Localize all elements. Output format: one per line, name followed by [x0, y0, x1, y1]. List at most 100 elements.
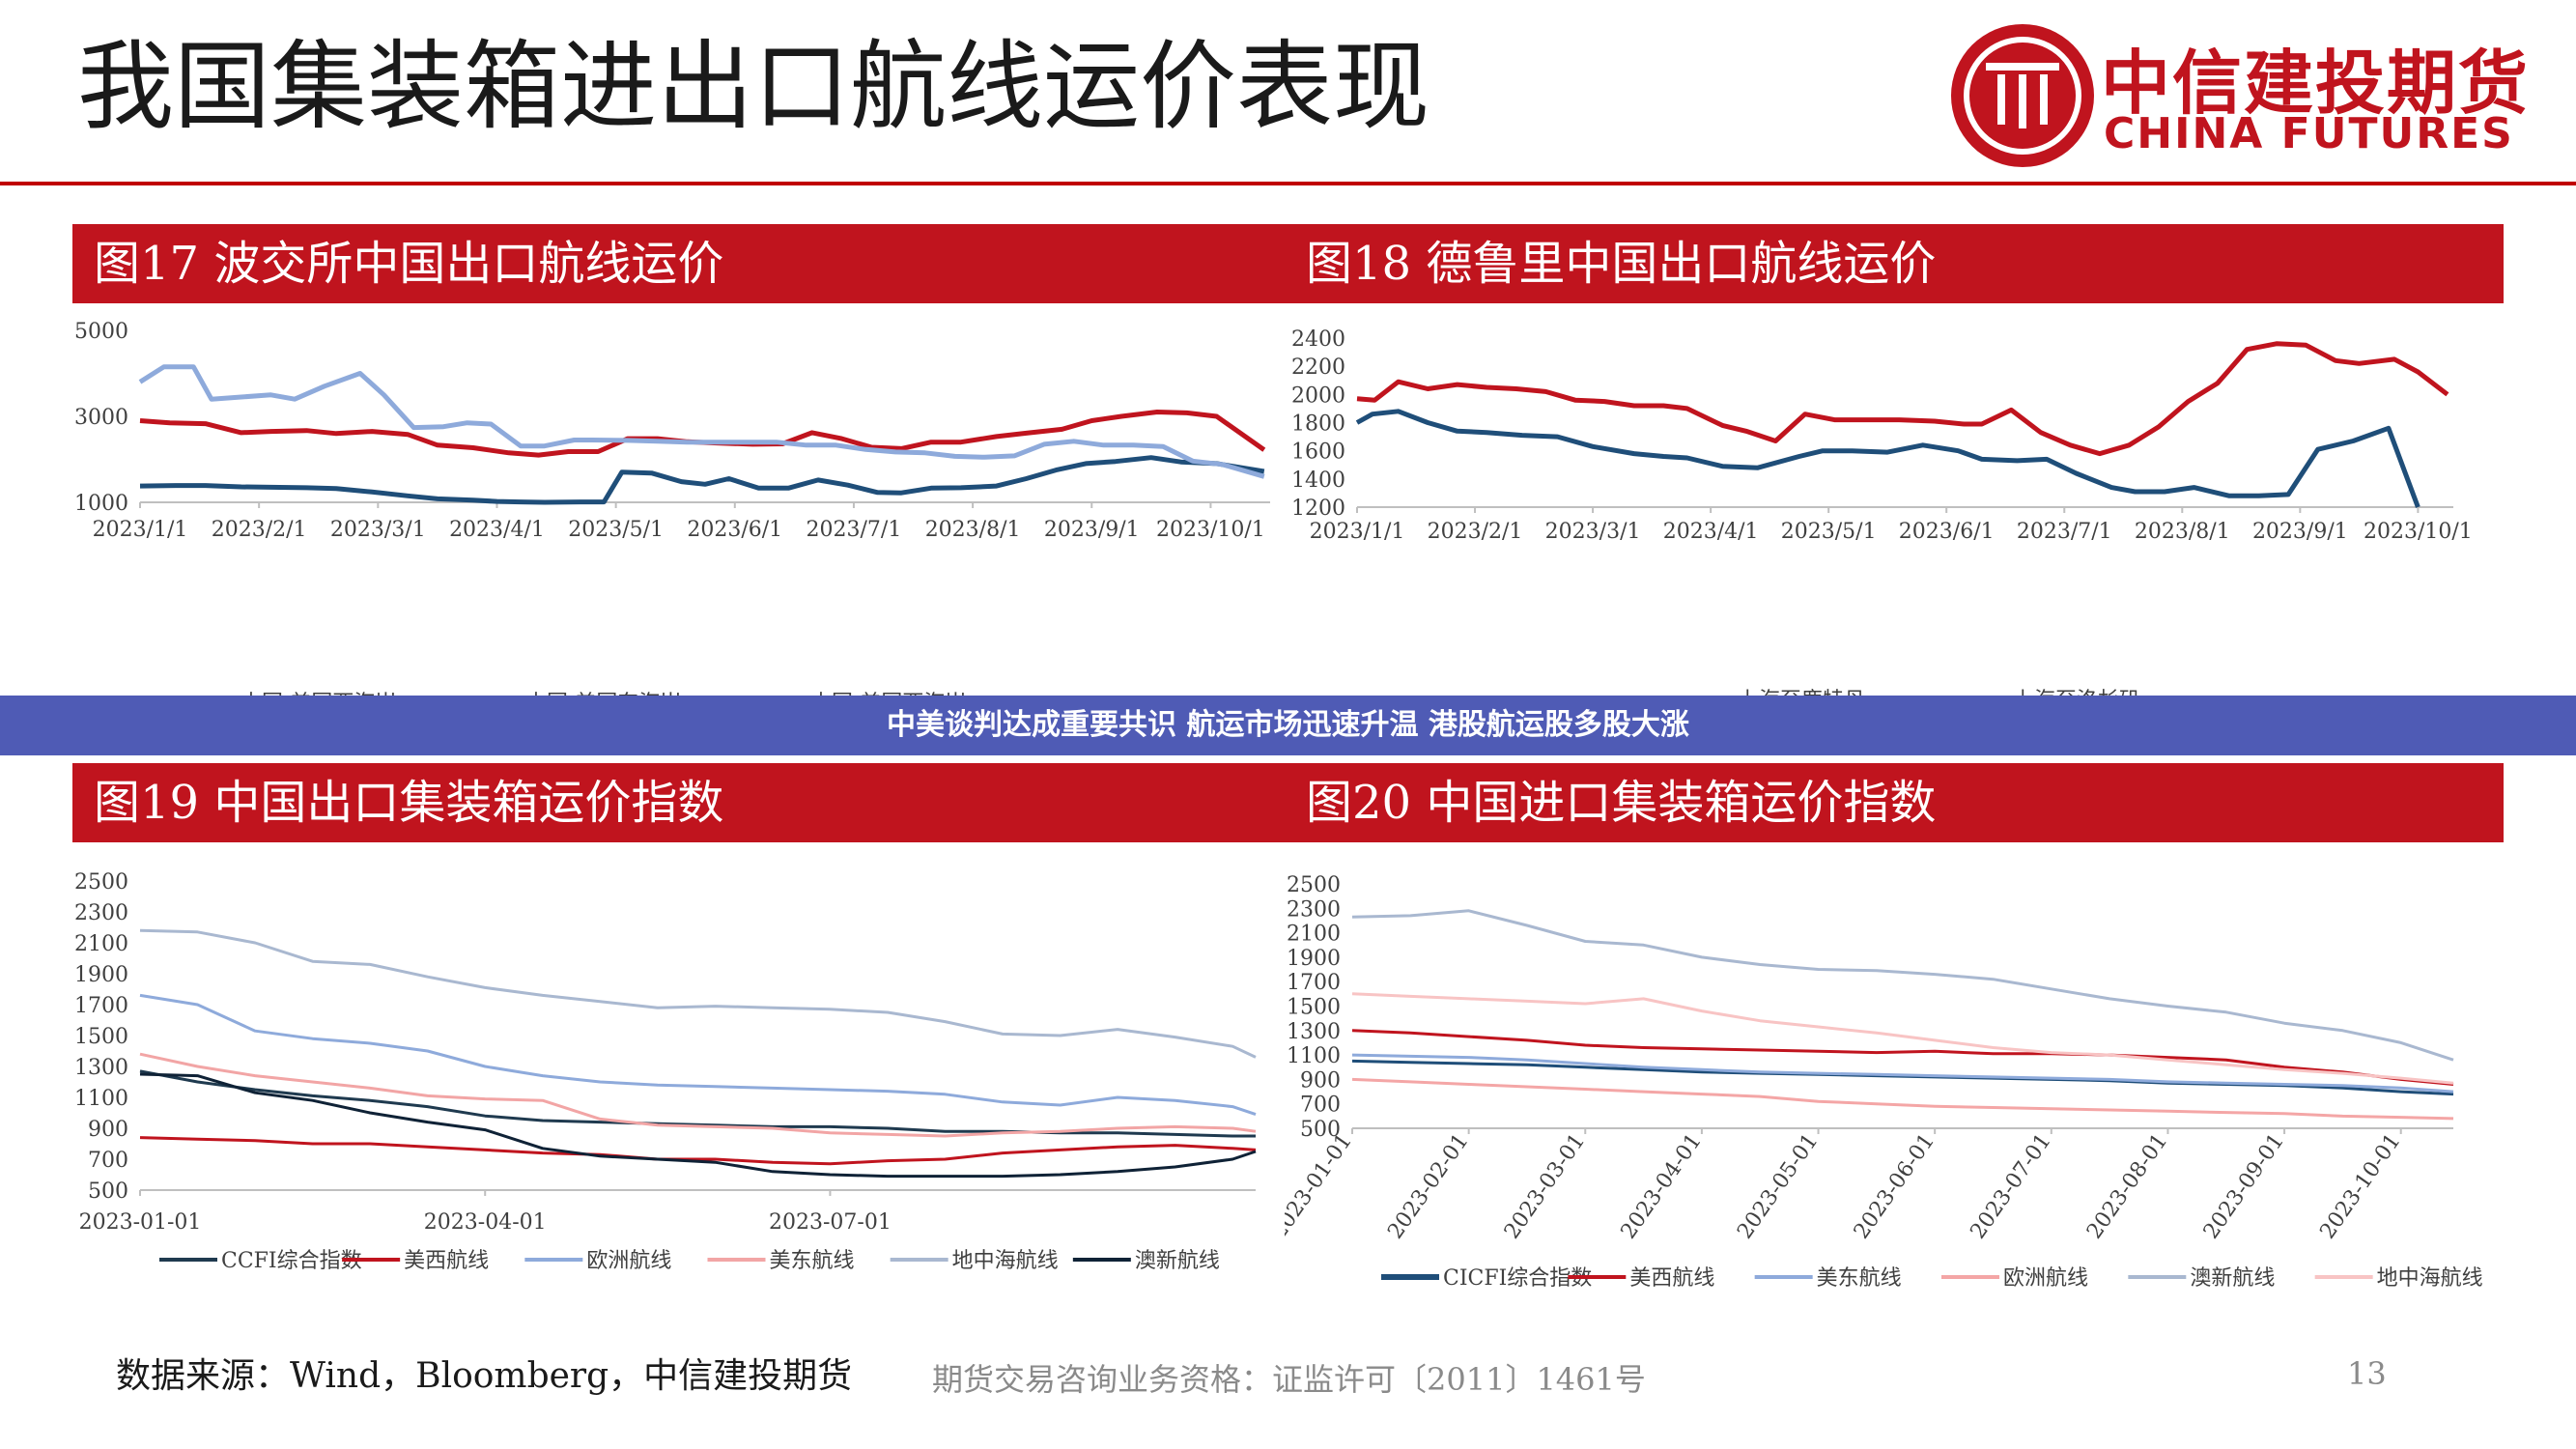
fig20-x-tick: 2023-02-01: [1383, 1129, 1473, 1243]
news-banner[interactable]: 中美谈判达成重要共识 航运市场迅速升温 港股航运股多股大涨: [0, 696, 2576, 755]
fig17-x-tick: 2023/2/1: [212, 518, 307, 542]
fig20-y-tick: 1700: [1287, 971, 1341, 995]
fig18-series-line-1: [1356, 341, 2449, 457]
fig18-y-tick: 1400: [1291, 469, 1345, 493]
fig18-x-tick: 2023/10/1: [2364, 520, 2473, 544]
fig20-x-tick: 2023-09-01: [2199, 1129, 2289, 1243]
fig20-y-tick: 900: [1300, 1068, 1341, 1093]
fig17-x-tick: 2023/5/1: [568, 518, 664, 542]
fig20-series-line-1: [1351, 1029, 2454, 1086]
fig20-heading: 图20 中国进口集装箱运价指数: [1285, 763, 2504, 842]
fig20-y-tick: 1500: [1287, 996, 1341, 1020]
fig20-y-tick: 2300: [1287, 897, 1341, 922]
fig20-x-tick: 2023-05-01: [1733, 1129, 1823, 1243]
fig19-y-tick: 1900: [74, 963, 128, 987]
fig20-y-tick: 1900: [1287, 947, 1341, 971]
fig17-series-line-1: [139, 410, 1266, 458]
fig18-x-tick: 2023/7/1: [2017, 520, 2112, 544]
fig18-x-tick: 2023/6/1: [1899, 520, 1995, 544]
fig19-legend-label: 美西航线: [404, 1249, 489, 1273]
fig17-heading: 图17 波交所中国出口航线运价: [72, 224, 1285, 303]
fig18-x-tick: 2023/5/1: [1781, 520, 1877, 544]
license-note: 期货交易咨询业务资格：证监许可〔2011〕1461号: [932, 1361, 1646, 1398]
fig20-y-tick: 2500: [1287, 873, 1341, 897]
fig20-x-tick: 2023-07-01: [1966, 1129, 2055, 1243]
fig20-series-line-3: [1351, 1077, 2454, 1121]
fig20-legend-label: 美东航线: [1817, 1266, 1902, 1291]
fig20-chart: 5007009001100130015001700190021002300250…: [1285, 873, 2483, 1291]
fig19-y-tick: 1100: [74, 1087, 128, 1111]
fig18-x-tick: 2023/3/1: [1545, 520, 1641, 544]
fig19-y-tick: 1500: [74, 1025, 128, 1049]
fig20-x-tick: 2023-10-01: [2315, 1129, 2405, 1243]
data-source: 数据来源：Wind，Bloomberg，中信建投期货: [116, 1356, 853, 1396]
fig20-x-tick: 2023-06-01: [1850, 1129, 1939, 1243]
fig17-x-tick: 2023/1/1: [93, 518, 188, 542]
fig17-x-tick: 2023/9/1: [1044, 518, 1140, 542]
fig20-series-line-2: [1351, 1053, 2454, 1094]
fig19-x-tick: 2023-01-01: [79, 1210, 202, 1235]
fig19-y-tick: 500: [88, 1179, 128, 1204]
fig18-y-tick: 1800: [1291, 412, 1345, 437]
fig17-series-line-2: [138, 364, 1265, 479]
page-number: 13: [2347, 1355, 2387, 1392]
fig19-series-line-3: [139, 1052, 1257, 1138]
fig18-heading: 图18 德鲁里中国出口航线运价: [1285, 224, 2504, 303]
fig20-series-line-4: [1351, 909, 2454, 1062]
fig20-x-tick: 2023-03-01: [1500, 1129, 1590, 1243]
fig20-x-tick: 2023-04-01: [1617, 1129, 1707, 1243]
fig18-y-tick: 1200: [1291, 497, 1345, 521]
fig20-legend-label: 地中海航线: [2377, 1266, 2483, 1291]
fig19-legend-label: 美东航线: [770, 1249, 855, 1273]
fig18-x-tick: 2023/2/1: [1428, 520, 1523, 544]
fig18-series-line-0: [1355, 409, 2420, 508]
fig19-series-line-2: [139, 993, 1257, 1117]
fig17-y-tick: 5000: [74, 320, 128, 344]
fig18-x-tick: 2023/1/1: [1310, 520, 1405, 544]
fig19-y-tick: 2500: [74, 870, 128, 895]
logo-english-name: CHINA FUTURES: [2104, 109, 2514, 158]
fig18-x-tick: 2023/4/1: [1663, 520, 1759, 544]
fig19-series-line-5: [139, 1072, 1257, 1179]
fig17-x-tick: 2023/6/1: [687, 518, 782, 542]
fig19-series-line-4: [139, 928, 1257, 1059]
fig20-y-tick: 1100: [1287, 1044, 1341, 1068]
fig18-y-tick: 2200: [1291, 355, 1345, 380]
fig18-y-tick: 2000: [1291, 384, 1345, 408]
fig17-x-tick: 2023/4/1: [449, 518, 545, 542]
fig20-legend-label: 欧洲航线: [2003, 1266, 2088, 1291]
fig17-chart: 1000 3000 5000 2023/1/1 2023/2/1 2023/3/1 2023…: [74, 320, 1270, 716]
fig20-y-tick: 700: [1300, 1094, 1341, 1118]
fig18-x-tick: 2023/8/1: [2135, 520, 2230, 544]
fig19-y-tick: 2100: [74, 932, 128, 956]
fig19-y-tick: 2300: [74, 901, 128, 925]
fig17-x-tick: 2023/8/1: [925, 518, 1021, 542]
fig18-x-tick: 2023/9/1: [2252, 520, 2348, 544]
fig20-x-tick: 2023-08-01: [2082, 1129, 2172, 1243]
fig19-legend-label: 地中海航线: [952, 1249, 1059, 1273]
fig20-y-tick: 2100: [1287, 923, 1341, 947]
fig17-x-tick: 2023/7/1: [807, 518, 902, 542]
fig20-series-line-0: [1351, 1059, 2454, 1096]
fig17-series-line-0: [139, 455, 1265, 505]
fig17-x-tick: 2023/10/1: [1156, 518, 1265, 542]
fig18-y-tick: 1600: [1291, 440, 1345, 465]
fig20-y-tick: 500: [1300, 1118, 1341, 1142]
title-underline: [0, 182, 2576, 185]
company-logo: 中信建投期货 CHINA FUTURES: [1951, 24, 2550, 169]
fig17-y-tick: 1000: [74, 492, 128, 516]
logo-emblem-icon: [1951, 24, 2094, 167]
fig20-legend-label: 美西航线: [1629, 1266, 1714, 1291]
fig19-series-line-1: [139, 1136, 1257, 1166]
fig17-y-tick: 3000: [74, 406, 128, 430]
fig19-legend-label: 澳新航线: [1135, 1249, 1220, 1273]
fig19-y-tick: 1300: [74, 1056, 128, 1080]
fig20-series-line-5: [1351, 992, 2454, 1085]
fig19-y-tick: 900: [88, 1118, 128, 1142]
page-title: 我国集装箱进出口航线运价表现: [77, 30, 1430, 143]
fig18-y-tick: 2400: [1291, 327, 1345, 352]
fig19-y-tick: 700: [88, 1149, 128, 1173]
fig19-legend-label: 欧洲航线: [586, 1249, 671, 1273]
fig19-chart: 500 700 900 1100 1300 1500 1700 1900 2100 2300 250…: [74, 870, 1257, 1273]
fig19-heading: 图19 中国出口集装箱运价指数: [72, 763, 1285, 842]
